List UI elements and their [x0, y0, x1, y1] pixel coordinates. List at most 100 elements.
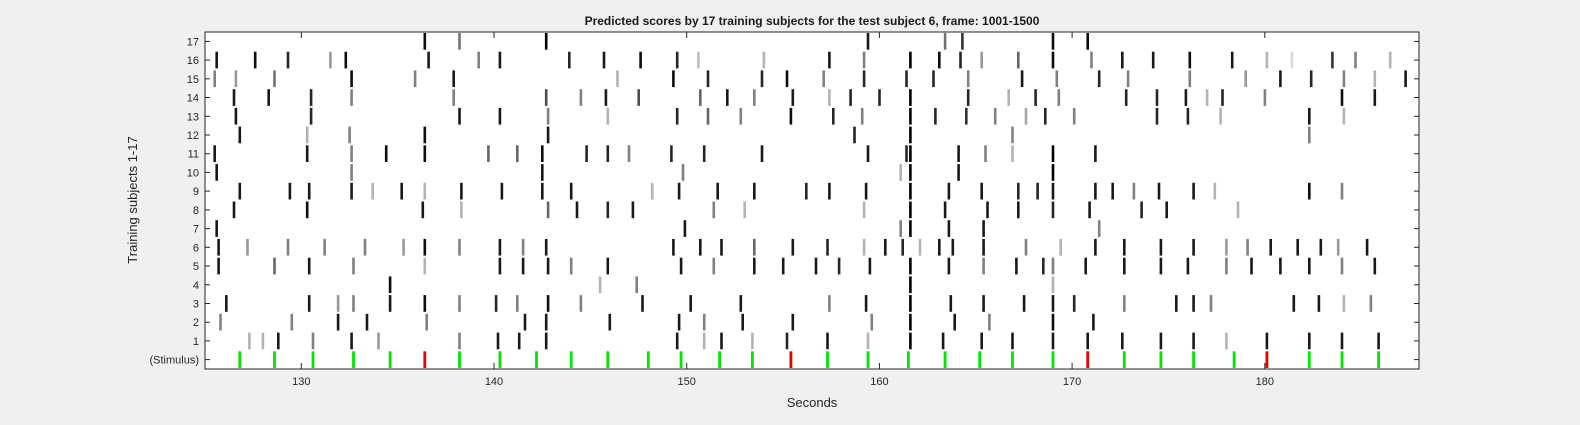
score-mark-row-2-331 [677, 313, 681, 331]
score-mark-row-5-261 [521, 257, 525, 275]
score-mark-row-3-305 [689, 295, 692, 312]
score-mark-row-16-22 [828, 51, 831, 69]
score-mark-row-13-99 [498, 107, 502, 125]
score-mark-row-15-48 [706, 70, 710, 88]
score-mark-row-16-14 [477, 51, 480, 69]
score-mark-row-17-6 [1051, 33, 1055, 50]
y-tick-label-8: 8 [193, 205, 199, 217]
stimulus-marks [238, 351, 1380, 368]
score-mark-row-13-115 [1155, 107, 1159, 125]
score-mark-row-5-256 [273, 257, 276, 275]
score-mark-row-2-340 [1092, 313, 1095, 331]
score-mark-row-16-25 [938, 51, 941, 69]
score-mark-row-1-368 [1265, 332, 1269, 350]
score-mark-row-3-300 [494, 295, 498, 312]
score-mark-row-14-69 [309, 89, 313, 106]
score-mark-row-9-168 [541, 182, 544, 200]
y-tick-label-1: 1 [193, 336, 199, 348]
score-mark-row-11-131 [350, 145, 353, 162]
score-mark-row-13-110 [965, 107, 968, 125]
score-mark-row-13-119 [1342, 107, 1346, 125]
score-mark-row-2-327 [425, 313, 428, 331]
score-mark-row-3-319 [1292, 295, 1296, 312]
score-mark-row-13-107 [860, 107, 864, 125]
score-mark-row-12-123 [423, 126, 427, 144]
y-tick-label-11: 11 [188, 149, 199, 161]
score-mark-row-17-7 [1086, 33, 1089, 50]
score-mark-row-15-54 [932, 70, 935, 88]
stimulus-mark-10 [606, 351, 610, 368]
score-mark-row-1-356 [826, 332, 829, 350]
score-mark-row-1-365 [1159, 332, 1163, 350]
score-mark-row-16-35 [1265, 51, 1269, 69]
stimulus-mark-17 [866, 351, 870, 368]
stimulus-mark-7 [498, 351, 502, 368]
score-mark-row-15-63 [1309, 70, 1313, 88]
y-tick-label-4: 4 [193, 280, 199, 292]
score-mark-row-16-38 [1354, 51, 1357, 69]
score-mark-row-5-269 [814, 257, 818, 275]
score-mark-row-16-8 [215, 51, 218, 69]
score-mark-row-13-102 [675, 107, 679, 125]
score-mark-row-17-3 [866, 33, 870, 50]
score-mark-row-10-155 [899, 164, 902, 181]
score-mark-row-3-322 [1369, 295, 1373, 312]
score-mark-row-3-320 [1317, 295, 1321, 312]
score-mark-row-3-316 [1175, 295, 1178, 312]
score-mark-row-9-183 [1094, 182, 1097, 200]
y-tick-label-9: 9 [193, 186, 199, 198]
score-mark-row-9-159 [238, 182, 242, 200]
score-mark-row-6-237 [901, 238, 904, 256]
score-mark-row-6-242 [1024, 238, 1028, 256]
score-mark-row-17-0 [423, 33, 427, 50]
score-mark-row-9-185 [1132, 182, 1136, 200]
score-mark-row-13-104 [739, 107, 743, 125]
score-mark-row-11-144 [905, 145, 908, 162]
score-mark-row-2-329 [544, 313, 548, 331]
score-mark-row-16-17 [602, 51, 606, 69]
y-tick-label-15: 15 [187, 74, 199, 86]
score-mark-row-5-262 [546, 257, 550, 275]
score-mark-row-8-200 [743, 201, 746, 219]
score-mark-row-14-67 [232, 89, 236, 106]
score-mark-row-6-239 [938, 238, 941, 256]
score-mark-row-9-170 [650, 182, 654, 200]
score-mark-row-9-161 [307, 182, 311, 200]
score-mark-row-5-271 [868, 257, 872, 275]
score-mark-row-6-251 [1296, 238, 1299, 256]
stimulus-mark-13 [718, 351, 721, 368]
score-mark-row-12-126 [909, 126, 912, 144]
score-mark-row-9-172 [716, 182, 719, 200]
score-mark-row-15-46 [616, 70, 619, 88]
score-mark-row-14-75 [637, 89, 640, 106]
score-mark-row-6-232 [753, 238, 756, 256]
score-mark-row-8-203 [943, 201, 947, 219]
stimulus-mark-31 [1377, 351, 1380, 368]
score-mark-row-16-12 [344, 51, 348, 69]
plot-area [205, 32, 1419, 369]
x-axis-label: Seconds [787, 395, 838, 410]
score-mark-row-11-145 [909, 145, 912, 162]
score-mark-row-9-181 [1036, 182, 1039, 200]
score-mark-row-9-182 [1051, 182, 1055, 200]
score-mark-row-12-124 [546, 126, 550, 144]
y-tick-label-6: 6 [193, 242, 199, 254]
score-mark-row-13-101 [606, 107, 610, 125]
score-mark-row-11-133 [423, 145, 427, 162]
x-tick-label-2: 150 [678, 376, 696, 388]
score-mark-row-9-188 [1213, 182, 1217, 200]
score-mark-row-3-313 [1051, 295, 1055, 312]
score-mark-row-15-43 [350, 70, 353, 88]
score-mark-row-12-121 [305, 126, 309, 144]
score-mark-row-6-223 [402, 238, 405, 256]
score-mark-row-7-213 [909, 220, 912, 237]
score-mark-row-15-40 [213, 70, 216, 88]
score-mark-row-16-21 [762, 51, 766, 69]
y-tick-label-5: 5 [193, 261, 199, 273]
score-mark-row-6-218 [217, 238, 220, 256]
y-axis-label: Training subjects 1-17 [125, 136, 140, 263]
score-mark-row-16-39 [1388, 51, 1392, 69]
score-mark-row-15-52 [862, 70, 866, 88]
stimulus-mark-12 [679, 351, 683, 368]
